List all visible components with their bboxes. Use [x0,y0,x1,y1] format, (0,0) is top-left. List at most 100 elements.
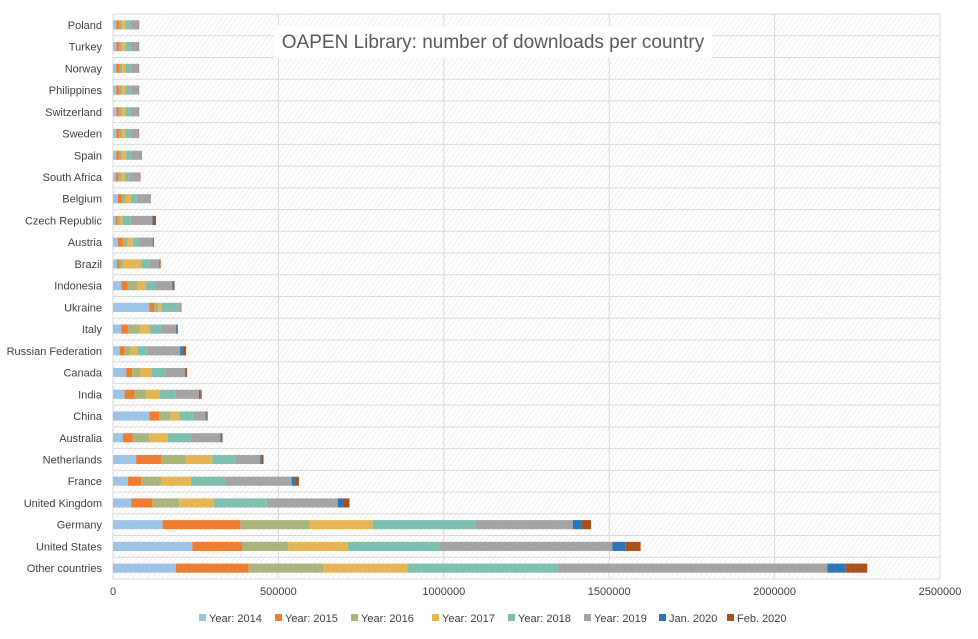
category-label: Netherlands [43,454,103,466]
bar-segment [130,42,139,52]
bar-segment [147,346,181,356]
bar-segment [119,259,123,269]
bar-segment [291,476,295,486]
category-label: Philippines [49,85,103,97]
bar-segment [113,128,117,139]
bar-segment [122,433,133,443]
bar-segment [220,433,222,443]
bar-segment [165,367,186,378]
bar-segment [116,259,120,269]
bar-segment [122,237,128,247]
bar-segment [221,433,223,443]
bar-segment [288,541,348,551]
bar-segment [625,541,641,551]
bar-segment [139,324,150,334]
category-label: Poland [68,20,102,32]
bar-segment [323,563,408,573]
bar-segment [116,128,119,139]
legend-swatch [727,614,734,621]
bar-segment [213,498,267,508]
bar-segment [149,302,155,312]
bar-segment [113,237,118,247]
bar-segment [122,150,127,160]
bar-segment [185,367,187,378]
bar-segment [294,476,299,486]
bar-segment [186,367,188,378]
category-label: India [78,389,103,401]
bar-segment [185,454,213,465]
bar-segment [175,389,200,399]
bar-segment [125,194,131,204]
bar-segment [113,367,127,378]
bar-segment [113,215,116,226]
bar-segment [141,259,150,269]
bar-segment [190,476,226,486]
bar-segment [116,150,119,160]
bar-segment [130,107,139,117]
bar-segment [136,194,151,204]
x-tick-label: 0 [110,586,116,598]
bar-segment [125,20,131,30]
bar-segment [116,20,119,30]
bar-segment [175,324,177,334]
bar-segment [612,541,626,551]
bar-segment [122,215,131,226]
bar-segment [113,107,117,117]
bar-segment [125,85,131,95]
x-tick-label: 2500000 [919,586,962,598]
bar-segment [118,85,123,95]
bar-segment [113,281,122,291]
bar-segment [130,20,139,30]
bar-segment [154,302,159,312]
bar-segment [179,498,214,508]
legend-label: Year: 2017 [442,613,495,625]
bar-segment [115,172,119,182]
bar-segment [124,389,135,399]
bar-segment [261,454,264,465]
bar-segment [212,454,236,465]
bar-segment [176,324,178,334]
category-label: Australia [59,433,103,445]
bar-segment [130,215,153,226]
bar-segment [131,498,153,508]
bar-segment [118,150,123,160]
bar-segment [152,498,180,508]
bar-segment [159,259,160,269]
bar-segment [407,563,558,573]
bar-segment [113,541,193,551]
category-label: Czech Republic [25,215,103,227]
category-label: Austria [68,237,103,249]
gridlines [112,13,941,580]
bar-segment [119,346,125,356]
bar-segment [160,454,186,465]
bar-segment [122,85,126,95]
bar-segment [240,520,310,530]
bar-segment [137,346,148,356]
bar-segment [113,42,117,52]
bar-segment [117,194,122,204]
x-tick-label: 2000000 [753,586,796,598]
bar-segment [170,411,180,421]
bar-segment [125,63,131,73]
bar-segment [126,150,132,160]
bar-segment [199,389,201,399]
bar-segment [194,411,206,421]
bar-segment [149,324,161,334]
category-label: South Africa [43,172,103,184]
bar-segment [134,389,147,399]
bar-segment [113,389,125,399]
bar-segment [200,389,202,399]
bar-segment [162,520,241,530]
bar-segment [132,433,150,443]
legend-label: Feb. 2020 [737,613,787,625]
legend-swatch [199,614,206,621]
bar-segment [440,541,613,551]
bar-segment [309,520,373,530]
bar-segment [129,172,140,182]
bar-segment [182,346,187,356]
bar-segment [260,454,262,465]
bar-segment [124,346,131,356]
bar-segment [121,172,125,182]
legend-swatch [508,614,515,621]
